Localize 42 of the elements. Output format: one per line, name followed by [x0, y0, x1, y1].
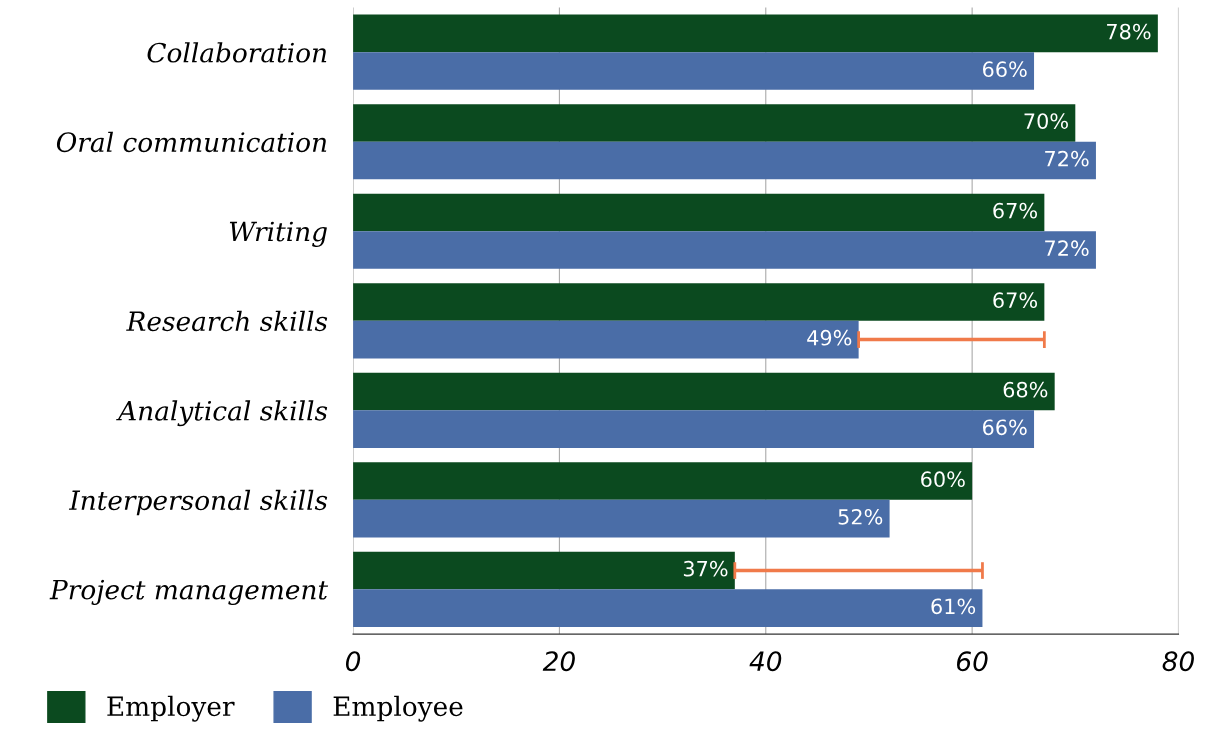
- x-tick-label: 80: [1162, 651, 1194, 672]
- y-tick-label: Oral communication: [56, 131, 327, 153]
- data-label: 52%: [838, 508, 883, 525]
- bar: [353, 193, 1045, 232]
- bar: [353, 14, 1158, 53]
- bar: [353, 141, 1096, 180]
- data-label: 66%: [983, 419, 1027, 436]
- bar: [353, 283, 1045, 321]
- data-label: 72%: [1045, 240, 1089, 257]
- data-label: 67%: [993, 292, 1038, 309]
- data-label: 49%: [807, 329, 852, 346]
- y-tick-label: Project management: [49, 579, 329, 606]
- data-label: 72%: [1045, 150, 1089, 167]
- y-tick-label: Analytical skills: [116, 400, 328, 427]
- bar: [353, 462, 973, 500]
- bar: [353, 320, 859, 359]
- bar: [353, 551, 735, 590]
- x-tick-label: 60: [957, 651, 988, 672]
- bar: [353, 410, 1035, 448]
- data-label: 60%: [921, 471, 965, 488]
- y-tick-label: Interpersonal skills: [68, 489, 328, 516]
- data-label: 37%: [683, 560, 728, 577]
- bar: [353, 372, 1055, 411]
- bar: [353, 589, 983, 627]
- x-tick-label: 20: [542, 651, 575, 672]
- data-label: 66%: [983, 61, 1027, 78]
- data-label: 67%: [993, 202, 1038, 219]
- bar: [353, 499, 890, 538]
- legend-label: Employee: [333, 695, 463, 722]
- data-label: 70%: [1024, 113, 1068, 129]
- x-tick-label: 0: [345, 651, 361, 672]
- bar: [353, 104, 1076, 142]
- data-label: 61%: [931, 598, 976, 615]
- y-tick-label: Collaboration: [147, 42, 327, 63]
- bar: [353, 52, 1035, 90]
- data-label: 68%: [1003, 381, 1048, 398]
- bar: [353, 231, 1096, 269]
- y-tick-label: Writing: [229, 221, 327, 247]
- legend-label: Employer: [107, 695, 235, 722]
- y-tick-label: Research skills: [126, 310, 328, 332]
- x-tick-label: 40: [749, 651, 782, 672]
- data-label: 78%: [1107, 23, 1151, 40]
